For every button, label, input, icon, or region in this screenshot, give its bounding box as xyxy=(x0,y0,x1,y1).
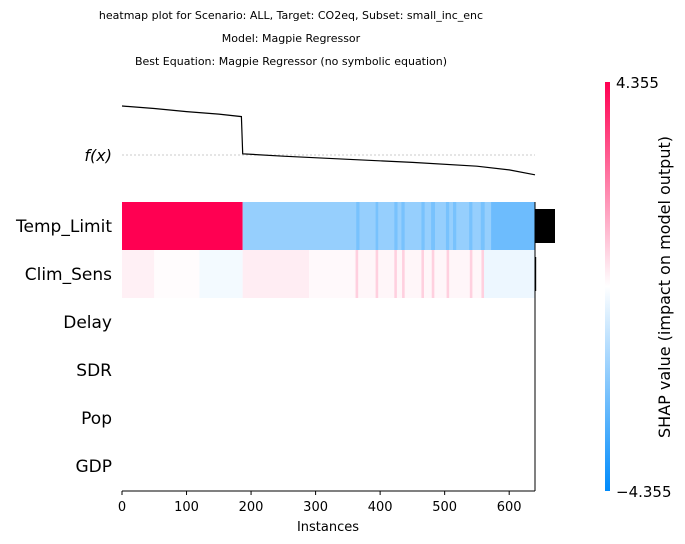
heatmap-stripe-temp-limit xyxy=(356,202,360,250)
chart-title-line-2: Model: Magpie Regressor xyxy=(222,32,361,45)
heatmap-stripe-temp-limit xyxy=(421,202,425,250)
heatmap-cell-clim-sens xyxy=(122,250,155,298)
feature-label-clim-sens: Clim_Sens xyxy=(25,265,112,285)
x-tick-label: 300 xyxy=(303,500,328,515)
heatmap-cell-clim-sens xyxy=(242,250,310,298)
heatmap-stripe-temp-limit xyxy=(401,202,405,250)
heatmap-stripe-temp-limit xyxy=(375,202,379,250)
heatmap-cell-clim-sens xyxy=(309,250,355,298)
x-tick-label: 100 xyxy=(174,500,199,515)
heatmap-cell-clim-sens xyxy=(354,250,484,298)
heatmap-stripe-clim-sens xyxy=(402,250,405,298)
chart-title-line-3: Best Equation: Magpie Regressor (no symb… xyxy=(135,55,447,68)
heatmap-stripe-temp-limit xyxy=(491,202,535,250)
chart-title-line-1: heatmap plot for Scenario: ALL, Target: … xyxy=(99,9,483,22)
heatmap-cell-clim-sens xyxy=(199,250,243,298)
heatmap-cell-clim-sens xyxy=(483,250,535,298)
heatmap-stripe-temp-limit xyxy=(453,202,457,250)
feature-importance-bars xyxy=(535,209,555,291)
x-tick-label: 500 xyxy=(432,500,457,515)
feature-labels: Temp_Limit Clim_Sens Delay SDR Pop GDP xyxy=(15,217,112,477)
heatmap-stripe-temp-limit xyxy=(394,202,398,250)
colorbar xyxy=(605,82,610,491)
importance-bar-clim-sens xyxy=(535,257,537,291)
heatmap-stripe-clim-sens xyxy=(394,250,397,298)
x-axis-label: Instances xyxy=(297,520,359,535)
x-tick-label: 400 xyxy=(368,500,393,515)
heatmap-stripe-clim-sens xyxy=(469,250,473,298)
colorbar-axis-label: SHAP value (impact on model output) xyxy=(655,136,674,438)
heatmap-cell-temp-limit xyxy=(122,202,243,250)
colorbar-max-label: 4.355 xyxy=(616,74,659,92)
feature-label-sdr: SDR xyxy=(76,361,112,381)
feature-label-temp-limit: Temp_Limit xyxy=(15,217,112,237)
fx-label: f(x) xyxy=(84,146,112,165)
heatmap-cells xyxy=(122,202,535,490)
heatmap-stripe-clim-sens xyxy=(431,250,435,298)
heatmap-stripe-clim-sens xyxy=(355,250,359,298)
heatmap-cell-temp-limit xyxy=(242,202,535,250)
heatmap-stripe-clim-sens xyxy=(421,250,425,298)
feature-label-delay: Delay xyxy=(63,313,112,333)
heatmap-stripe-clim-sens xyxy=(481,250,485,298)
feature-label-pop: Pop xyxy=(81,409,112,429)
heatmap-cell-clim-sens xyxy=(154,250,200,298)
heatmap-stripe-clim-sens xyxy=(375,250,379,298)
colorbar-min-label: −4.355 xyxy=(616,483,672,501)
heatmap-stripe-temp-limit xyxy=(469,202,473,250)
heatmap-stripe-clim-sens xyxy=(446,250,450,298)
importance-bar-temp-limit xyxy=(535,209,555,243)
heatmap-cell-pop xyxy=(122,394,535,442)
heatmap-stripe-temp-limit xyxy=(445,202,450,250)
x-tick-label: 200 xyxy=(239,500,264,515)
x-tick-label: 0 xyxy=(118,500,126,515)
heatmap-stripe-temp-limit xyxy=(431,202,435,250)
fx-curve xyxy=(121,105,536,176)
heatmap-cell-sdr xyxy=(122,346,535,394)
x-axis-ticks: 0 100 200 300 400 500 600 xyxy=(118,491,522,515)
x-tick-label: 600 xyxy=(497,500,522,515)
feature-label-gdp: GDP xyxy=(75,457,112,477)
heatmap-stripe-temp-limit xyxy=(480,202,485,250)
heatmap-cell-delay xyxy=(122,298,535,346)
heatmap-cell-gdp xyxy=(122,442,535,490)
